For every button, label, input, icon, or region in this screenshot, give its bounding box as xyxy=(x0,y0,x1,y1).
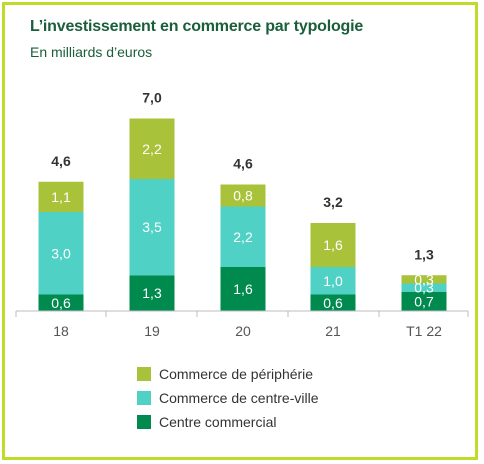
legend-item: Commerce de périphérie xyxy=(137,362,319,386)
segment-value-label: 0,6 xyxy=(323,295,343,311)
chart-subtitle: En milliards d’euros xyxy=(30,44,153,60)
x-axis-tick-label: 19 xyxy=(144,323,160,339)
segment-value-label: 1,6 xyxy=(233,281,253,297)
bar-segment xyxy=(220,184,266,207)
bar-segment xyxy=(310,223,356,267)
segment-value-label: 3,0 xyxy=(51,245,71,261)
segment-value-label: 0,3 xyxy=(414,271,434,287)
bar-segment xyxy=(38,294,84,311)
segment-value-label: 0,8 xyxy=(233,188,253,204)
segment-value-label: 0,3 xyxy=(414,280,434,296)
legend-item: Centre commercial xyxy=(137,410,319,434)
legend-swatch xyxy=(137,415,151,429)
bar-segment xyxy=(401,291,447,311)
segment-value-label: 2,2 xyxy=(233,229,253,245)
bar-segment xyxy=(220,267,266,311)
legend: Commerce de périphérie Commerce de centre… xyxy=(137,362,319,434)
x-axis-tick-label: 20 xyxy=(235,323,251,339)
bar-segment xyxy=(401,275,447,284)
legend-swatch xyxy=(137,391,151,405)
segment-value-label: 1,1 xyxy=(51,189,71,205)
bar-segment xyxy=(38,212,84,295)
segment-value-label: 2,2 xyxy=(142,141,162,157)
x-axis-tick-label: T1 22 xyxy=(406,323,442,339)
legend-item: Commerce de centre-ville xyxy=(137,386,319,410)
segment-value-label: 0,7 xyxy=(414,293,434,309)
total-value-label: 4,6 xyxy=(233,156,253,172)
bar-segment xyxy=(38,181,84,212)
total-value-label: 3,2 xyxy=(323,194,343,210)
x-axis-ticks: 18 19 20 21 T1 22 xyxy=(15,311,469,339)
bar-segment xyxy=(310,294,356,311)
bar-segment xyxy=(310,267,356,295)
x-axis-tick-label: 18 xyxy=(53,323,69,339)
total-value-label: 1,3 xyxy=(414,246,434,262)
segment-value-label: 3,5 xyxy=(142,219,162,235)
legend-swatch xyxy=(137,367,151,381)
legend-label: Centre commercial xyxy=(159,414,277,430)
segment-value-label: 0,6 xyxy=(51,295,71,311)
bars-group: 0,6 3,0 1,1 4,6 1,3 3,5 2,2 7,0 1,6 2,2 0,8 4,6 0,6 1… xyxy=(38,90,447,311)
legend-label: Commerce de périphérie xyxy=(159,366,314,382)
bar-segment xyxy=(220,206,266,267)
chart-title: L’investissement en commerce par typolog… xyxy=(30,18,364,35)
segment-value-label: 1,6 xyxy=(323,237,343,253)
segment-value-label: 1,3 xyxy=(142,285,162,301)
total-value-label: 7,0 xyxy=(142,90,162,106)
segment-value-label: 1,0 xyxy=(323,273,343,289)
bar-segment xyxy=(129,179,175,276)
bar-segment xyxy=(401,283,447,292)
total-value-label: 4,6 xyxy=(51,153,71,169)
bar-segment xyxy=(129,118,175,179)
legend-label: Commerce de centre-ville xyxy=(159,390,319,406)
x-axis-tick-label: 21 xyxy=(325,323,341,339)
bar-segment xyxy=(129,275,175,311)
